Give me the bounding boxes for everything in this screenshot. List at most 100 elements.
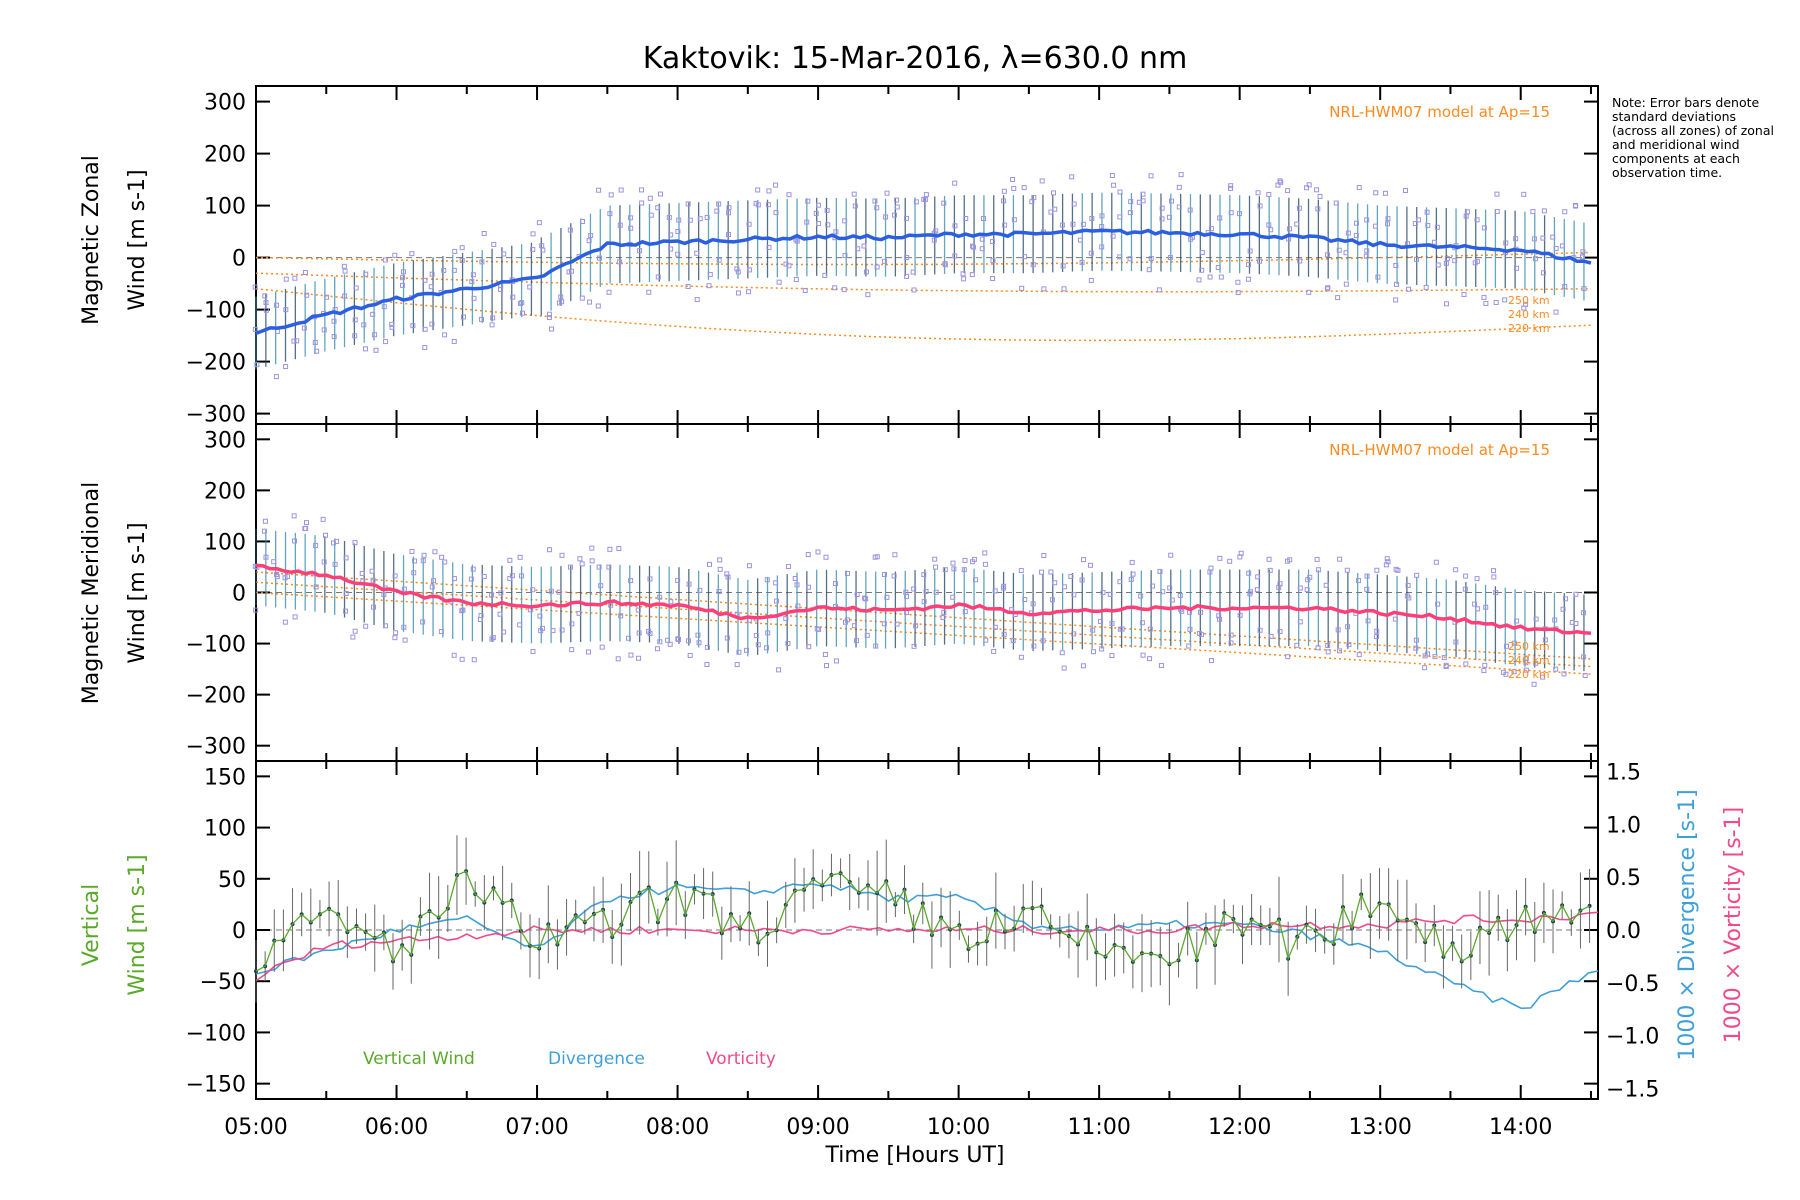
scatter-point — [1443, 662, 1449, 668]
scatter-point — [892, 212, 898, 218]
scatter-point — [459, 608, 465, 614]
scatter-point — [1266, 556, 1272, 562]
scatter-point — [617, 259, 623, 265]
scatter-point — [451, 652, 457, 658]
scatter-point — [1129, 559, 1135, 565]
vertical-ylabel-1: Vertical — [79, 884, 104, 966]
scatter-point — [655, 205, 661, 211]
scatter-point — [1247, 589, 1253, 595]
scatter-point — [753, 200, 759, 206]
scatter-point — [1324, 252, 1330, 258]
y-tick-label: 200 — [204, 479, 246, 504]
scatter-point — [746, 289, 752, 295]
scatter-point — [615, 656, 621, 662]
scatter-point — [323, 532, 329, 538]
vertical-ylabel-2: Wind [m s-1] — [125, 854, 150, 995]
scatter-point — [1306, 182, 1312, 188]
scatter-point — [764, 645, 770, 651]
scatter-point — [1176, 184, 1182, 190]
scatter-point — [530, 246, 536, 252]
scatter-point — [913, 199, 919, 205]
scatter-point — [302, 525, 308, 531]
scatter-point — [579, 295, 585, 301]
x-tick-label: 13:00 — [1348, 1115, 1411, 1140]
scatter-point — [1050, 190, 1056, 196]
scatter-point — [805, 552, 811, 558]
scatter-point — [1343, 281, 1349, 287]
scatter-point — [646, 289, 652, 295]
scatter-point — [381, 304, 387, 310]
scatter-point — [1364, 573, 1370, 579]
scatter-point — [1109, 653, 1115, 659]
scatter-point — [1169, 198, 1175, 204]
x-tick-label: 10:00 — [927, 1115, 990, 1140]
scatter-point — [1117, 626, 1123, 632]
scatter-point — [627, 215, 633, 221]
scatter-point — [1071, 201, 1077, 207]
scatter-point — [1540, 270, 1546, 276]
scatter-point — [1088, 250, 1094, 256]
y2-tick-label: 1.5 — [1606, 761, 1641, 786]
scatter-point — [353, 285, 359, 291]
scatter-point — [320, 516, 326, 522]
scatter-point — [420, 558, 426, 564]
scatter-point — [359, 570, 365, 576]
scatter-point — [527, 284, 533, 290]
y-tick-label: −100 — [186, 633, 246, 658]
scatter-point — [992, 624, 998, 630]
scatter-point — [1255, 574, 1261, 580]
scatter-point — [1268, 227, 1274, 233]
scatter-point — [969, 272, 975, 278]
scatter-point — [736, 649, 742, 655]
scatter-point — [1559, 243, 1565, 249]
scatter-point — [519, 573, 525, 579]
scatter-point — [1550, 234, 1556, 240]
scatter-point — [854, 591, 860, 597]
scatter-point — [676, 217, 682, 223]
scatter-point — [559, 627, 565, 633]
scatter-point — [1138, 593, 1144, 599]
scatter-point — [567, 227, 573, 233]
scatter-point — [1493, 300, 1499, 306]
model-curve — [255, 288, 1592, 342]
scatter-point — [442, 332, 448, 338]
scatter-point — [352, 317, 358, 323]
x-tick-label: 12:00 — [1208, 1115, 1271, 1140]
scatter-point — [766, 244, 772, 250]
legend-vertical-wind: Vertical Wind — [363, 1049, 475, 1069]
scatter-point — [1278, 179, 1284, 185]
scatter-point — [569, 621, 575, 627]
y-tick-label: 300 — [204, 91, 246, 116]
scatter-point — [983, 637, 989, 643]
scatter-point — [519, 310, 525, 316]
scatter-point — [617, 222, 623, 228]
scatter-point — [1090, 649, 1096, 655]
scatter-point — [1333, 200, 1339, 206]
scatter-point — [352, 333, 358, 339]
scatter-point — [904, 273, 910, 279]
scatter-point — [813, 210, 819, 216]
scatter-point — [381, 592, 387, 598]
scatter-point — [1147, 656, 1153, 662]
scatter-point — [342, 293, 348, 299]
scatter-point — [331, 318, 337, 324]
scatter-point — [851, 623, 857, 629]
scatter-point — [429, 271, 435, 277]
scatter-point — [1344, 567, 1350, 573]
scatter-point — [628, 225, 634, 231]
y-tick-label: 300 — [204, 428, 246, 453]
scatter-point — [536, 220, 542, 226]
scatter-point — [1275, 182, 1281, 188]
scatter-point — [1483, 300, 1489, 306]
scatter-point — [1323, 582, 1329, 588]
scatter-point — [1452, 258, 1458, 264]
scatter-point — [587, 299, 593, 305]
scatter-point — [1552, 617, 1558, 623]
scatter-point — [1077, 237, 1083, 243]
scatter-point — [696, 640, 702, 646]
scatter-point — [1140, 191, 1146, 197]
scatter-point — [1504, 643, 1510, 649]
model-curve — [255, 251, 1592, 266]
y2-tick-label: −1.5 — [1606, 1077, 1659, 1102]
scatter-point — [636, 655, 642, 661]
